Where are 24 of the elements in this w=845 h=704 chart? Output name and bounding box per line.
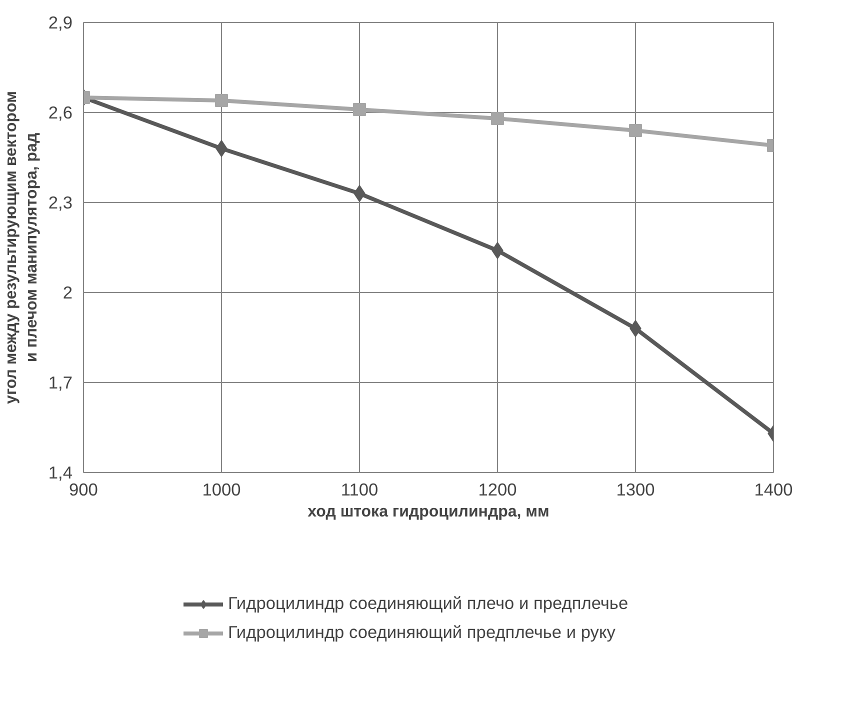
x-tick-label: 1100 — [340, 480, 378, 500]
point — [216, 140, 228, 157]
point — [354, 185, 366, 202]
x-tick-label: 1400 — [754, 480, 793, 500]
point — [629, 124, 642, 137]
point — [491, 112, 504, 125]
legend-label: Гидроцилиндр соединяющий предплечье и руку — [228, 622, 616, 643]
x-tick-label: 1300 — [616, 480, 655, 500]
y-tick-label: 1,7 — [48, 372, 73, 392]
point — [492, 242, 504, 259]
legend-label: Гидроцилиндр соединяющий плечо и предплечье — [228, 593, 628, 614]
y-tick-label: 1,4 — [48, 462, 73, 482]
y-axis-title: угол между результирующим вектором и плечом манипулятора, рад — [3, 91, 40, 404]
y-tick-label: 2,6 — [48, 102, 73, 122]
point — [353, 103, 366, 116]
y-tick-label: 2,3 — [48, 192, 73, 212]
point — [215, 94, 228, 107]
y-tick-label: 2 — [62, 282, 73, 302]
x-tick-label: 1000 — [202, 480, 241, 500]
y-tick-label: 2,9 — [48, 12, 73, 32]
point — [630, 320, 642, 337]
x-tick-label: 1200 — [478, 480, 517, 500]
x-tick-label: 900 — [69, 480, 98, 500]
x-axis-title: ход штока гидроцилиндра, мм — [308, 504, 550, 520]
